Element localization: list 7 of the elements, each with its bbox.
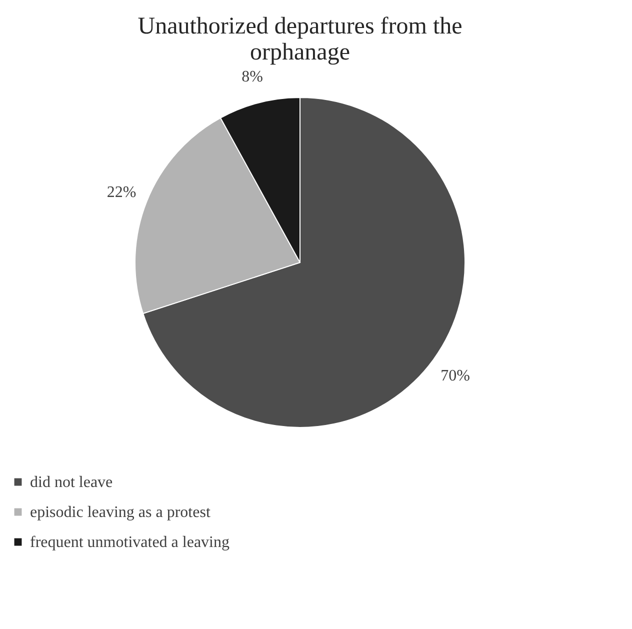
legend-label: did not leave <box>30 474 113 491</box>
legend-label: episodic leaving as a protest <box>30 504 211 521</box>
legend-label: frequent unmotivated a leaving <box>30 534 230 551</box>
data-label: 8% <box>242 68 263 86</box>
chart-title: Unauthorized departures from the orphanage <box>138 14 462 66</box>
data-label: 22% <box>106 184 136 201</box>
data-label: 70% <box>440 367 470 384</box>
